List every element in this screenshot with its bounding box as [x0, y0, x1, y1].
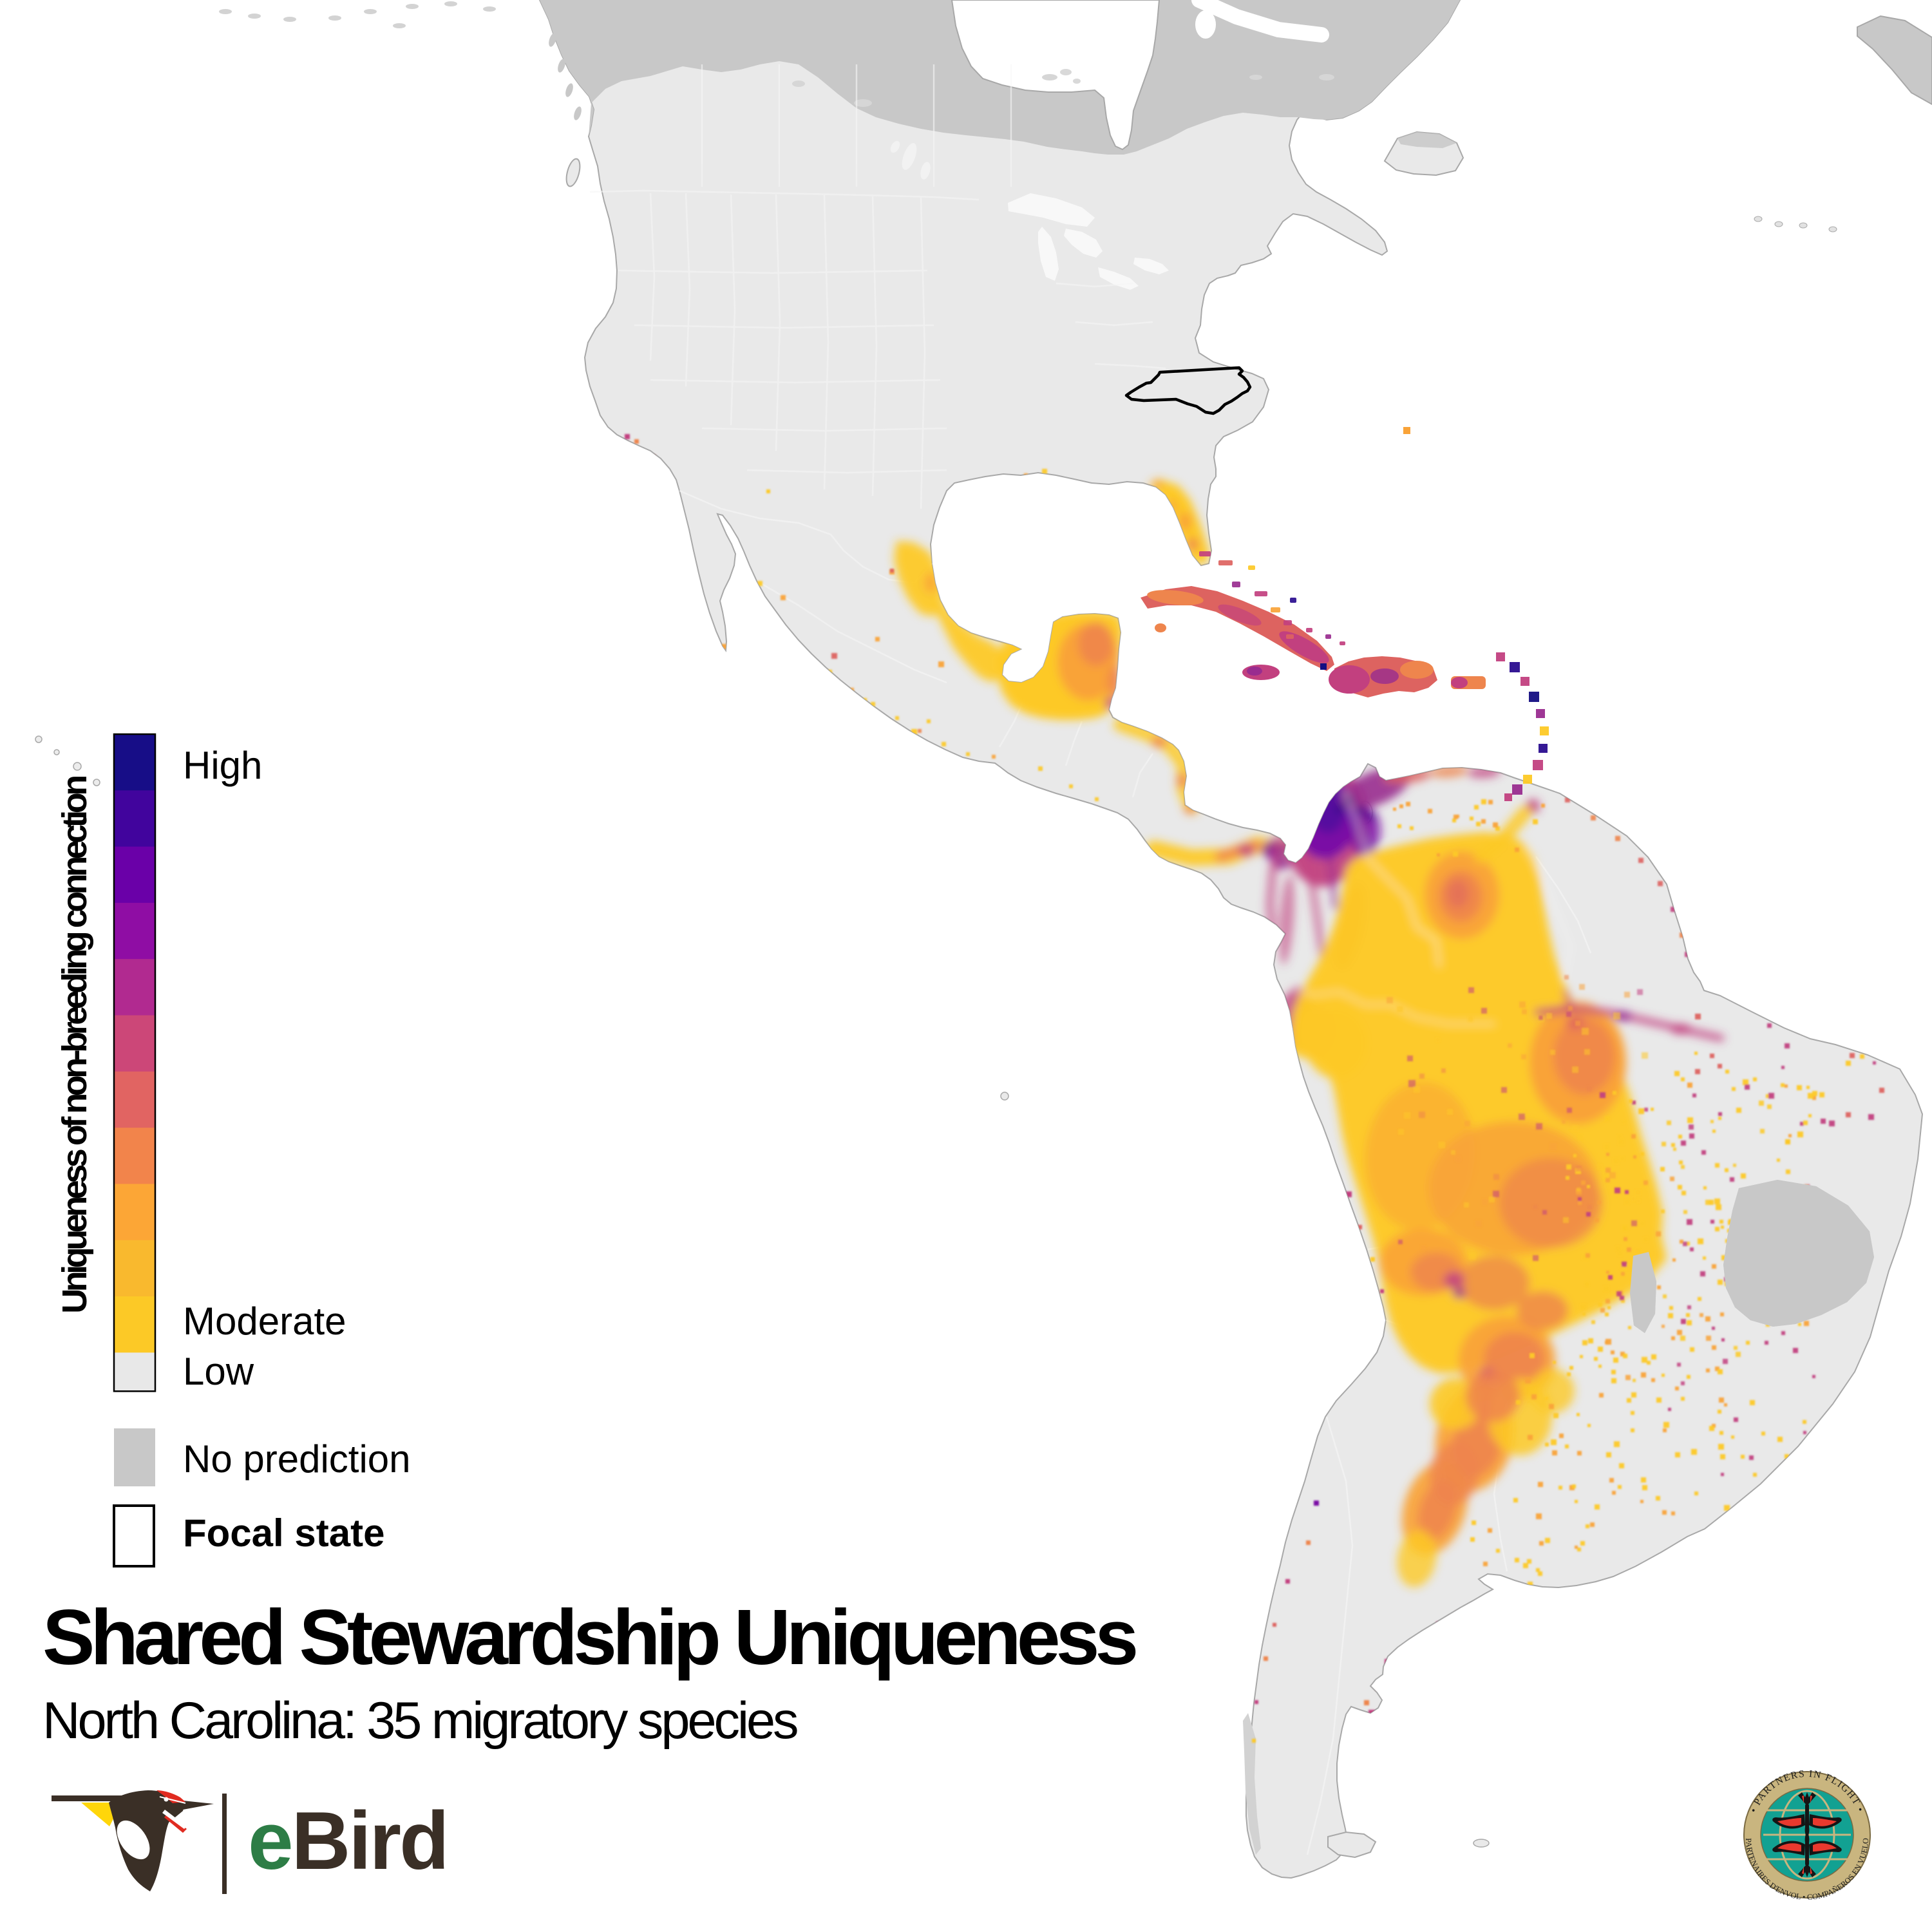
svg-text:Moderate: Moderate [183, 1300, 346, 1343]
svg-text:Shared Stewardship Uniqueness: Shared Stewardship Uniqueness [43, 1593, 1135, 1681]
svg-text:Focal state: Focal state [183, 1511, 384, 1555]
svg-text:No prediction: No prediction [183, 1437, 411, 1481]
svg-text:Uniqueness of non-breeding con: Uniqueness of non-breeding connection [55, 777, 94, 1314]
svg-text:eBird: eBird [248, 1795, 448, 1886]
svg-text:Low: Low [183, 1350, 254, 1393]
svg-text:North Carolina: 35 migratory s: North Carolina: 35 migratory species [43, 1692, 797, 1750]
svg-text:High: High [183, 744, 262, 787]
